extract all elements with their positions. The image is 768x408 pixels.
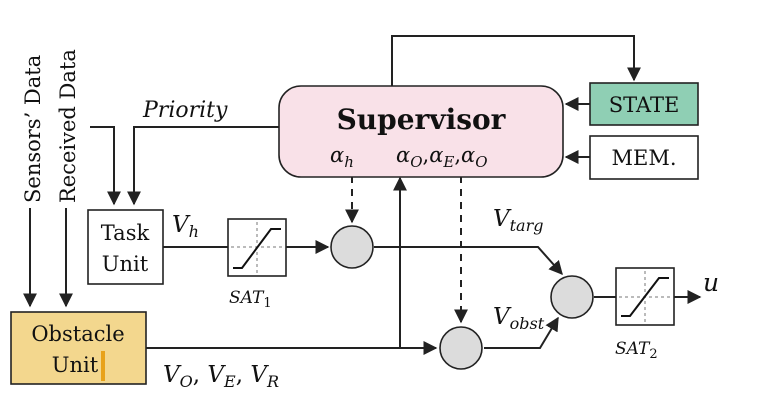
v-obst-label: Vobst: [493, 304, 545, 333]
supervisor-block: [278, 85, 564, 178]
junction-sum: [550, 275, 594, 319]
supervisor-to-state-wire: [391, 35, 641, 86]
received-to-task-wire: [90, 126, 121, 206]
sat2-block: [615, 267, 675, 326]
supervisor-title: Supervisor: [337, 103, 507, 136]
task-unit-block: [87, 209, 164, 285]
task-unit-label-line2: Unit: [102, 252, 149, 276]
vobst-wire: [484, 316, 559, 349]
priority-wire: [127, 126, 279, 206]
v-h-label: Vh: [172, 212, 199, 241]
memory-label: MEM.: [611, 146, 676, 170]
sat2-label: SAT2: [615, 339, 658, 362]
state-block: [589, 82, 699, 126]
task-unit-label-line1: Task: [101, 221, 150, 245]
output-u-label: u: [703, 268, 719, 297]
junction-vobst: [439, 326, 483, 370]
memory-block: [589, 135, 699, 180]
supervisor-alpha-oeo: αO,αE,αO: [396, 143, 488, 171]
state-label: STATE: [609, 93, 680, 117]
priority-label: Priority: [142, 98, 228, 123]
v-targ-label: Vtarg: [493, 206, 543, 235]
received-data-label: Received Data: [56, 49, 80, 203]
sat1-block: [227, 218, 287, 277]
obstacle-unit-label-line1: Obstacle: [31, 322, 124, 346]
obstacle-unit-label-line2: Unit: [52, 353, 99, 377]
text-cursor-marker: [101, 351, 105, 381]
v-oer-label: VO, VE, VR: [163, 362, 279, 391]
sensors-data-label: Sensors’ Data: [21, 55, 45, 203]
sat1-label: SAT1: [229, 288, 272, 311]
obstacle-unit-block: [10, 311, 147, 385]
junction-vtarg: [330, 225, 374, 269]
supervisor-alpha-h: αh: [330, 143, 354, 171]
vtarg-wire: [374, 246, 563, 276]
